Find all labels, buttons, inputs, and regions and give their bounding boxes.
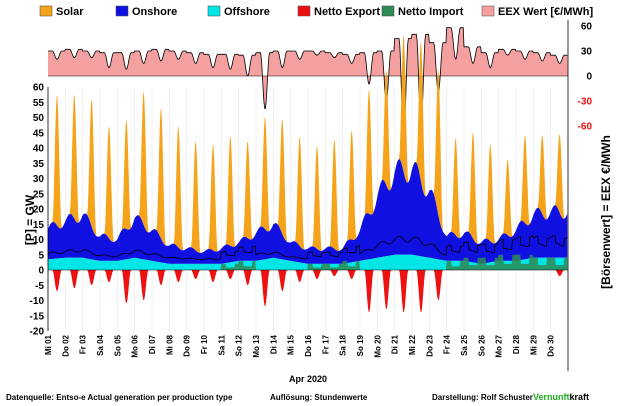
legend-label: Onshore — [132, 6, 177, 18]
x-tick-label: Sa 25 — [460, 334, 469, 355]
x-tick-label: Mi 15 — [287, 334, 296, 355]
x-tick-label: Do 02 — [61, 334, 70, 356]
right-tick-label: -30 — [578, 97, 593, 108]
left-tick-label: -20 — [30, 327, 45, 338]
x-tick-label: Do 30 — [547, 334, 556, 356]
x-tick-label: Do 23 — [425, 334, 434, 356]
x-tick-label: Mo 06 — [131, 334, 140, 357]
x-tick-label: So 26 — [477, 334, 486, 356]
x-tick-label: Fr 17 — [321, 334, 330, 354]
eex-panel — [48, 27, 568, 138]
left-tick-label: 55 — [33, 98, 45, 109]
left-tick-label: -10 — [30, 296, 45, 307]
netto-line — [47, 234, 568, 261]
left-tick-label: 10 — [33, 235, 45, 246]
x-tick-label: Fr 03 — [79, 334, 88, 354]
left-tick-label: 5 — [38, 250, 44, 261]
footer-source: Datenquelle: Entso-e Actual generation p… — [6, 393, 233, 402]
x-tick-label: Mi 29 — [529, 334, 538, 355]
x-tick-label: Di 21 — [391, 334, 400, 354]
x-tick-label: Mo 20 — [373, 334, 382, 357]
x-tick-label: Do 09 — [183, 334, 192, 356]
power-areas — [47, 35, 568, 313]
area-netto-export — [48, 270, 568, 313]
x-tick-label: Di 14 — [269, 334, 278, 354]
right-tick-label: 0 — [586, 72, 592, 83]
legend-swatch — [207, 5, 221, 17]
x-tick-label: Mo 13 — [252, 334, 261, 357]
right-axis-ticks: 60 30 0 -30 -60 — [578, 22, 593, 133]
right-tick-label: 60 — [581, 22, 593, 33]
right-axis-title: [Börsenwert] = EEX €/MWh — [599, 135, 613, 289]
left-tick-label: 0 — [38, 266, 44, 277]
left-tick-label: 45 — [33, 128, 45, 139]
legend-label: Offshore — [224, 6, 270, 18]
legend-swatch — [297, 5, 311, 17]
x-tick-label: Sa 04 — [96, 334, 105, 355]
x-tick-label: So 19 — [356, 334, 365, 356]
x-tick-label: Mi 08 — [165, 334, 174, 355]
right-tick-label: -60 — [578, 122, 593, 133]
axes — [47, 20, 569, 371]
legend-swatch — [481, 5, 495, 17]
x-tick-label: So 05 — [113, 334, 122, 356]
legend-label: Netto Export — [314, 6, 380, 18]
eex-line — [48, 27, 568, 138]
left-tick-label: 35 — [33, 159, 45, 170]
left-tick-label: 50 — [33, 113, 45, 124]
left-tick-label: -15 — [30, 311, 45, 322]
legend-label: EEX Wert [€/MWh] — [498, 6, 593, 18]
x-tick-label: Fr 24 — [443, 334, 452, 354]
footer-brand-a: Vernunft — [533, 392, 570, 402]
left-axis-title: [P] = GW — [23, 194, 37, 245]
x-tick-label: Fr 10 — [200, 334, 209, 354]
legend-swatch — [115, 5, 129, 17]
footer-author: Darstellung: Rolf Schuster — [432, 393, 533, 402]
left-tick-label: 40 — [33, 144, 45, 155]
x-tick-label: So 12 — [235, 334, 244, 356]
x-axis-ticks: Mi 01 Do 02 Fr 03 Sa 04 So 05 Mo 06 Di 07 Mi 08… — [44, 334, 556, 357]
area-onshore — [48, 159, 568, 264]
left-tick-label: 25 — [33, 189, 45, 200]
x-tick-label: Mi 01 — [44, 334, 53, 355]
area-offshore — [48, 254, 568, 270]
x-tick-label: Do 16 — [304, 334, 313, 356]
legend-swatch — [381, 5, 395, 17]
x-tick-label: Di 28 — [512, 334, 521, 354]
left-tick-label: 60 — [33, 83, 45, 94]
left-tick-label: 30 — [33, 174, 45, 185]
legend: Solar Onshore Offshore Netto Export Netto Im… — [39, 5, 593, 18]
footer-brand: Vernunftkraft — [533, 392, 589, 402]
area-solar — [48, 35, 568, 253]
legend-swatch — [39, 5, 53, 17]
x-axis-month-label: Apr 2020 — [289, 374, 327, 384]
left-tick-label: -5 — [35, 281, 44, 292]
x-tick-label: Sa 11 — [217, 334, 226, 355]
legend-label: Solar — [56, 6, 84, 18]
x-tick-label: Mo 27 — [495, 334, 504, 357]
left-tick-label: 20 — [33, 205, 45, 216]
x-tick-label: Mi 22 — [408, 334, 417, 355]
legend-label: Netto Import — [398, 6, 464, 18]
right-tick-label: 30 — [581, 47, 593, 58]
left-tick-label: 15 — [33, 220, 45, 231]
footer-resolution: Auflösung: Stundenwerte — [270, 393, 368, 402]
footer-brand-b: kraft — [570, 392, 590, 402]
area-netto-import — [48, 254, 568, 270]
x-tick-label: Di 07 — [148, 334, 157, 354]
x-tick-label: Sa 18 — [339, 334, 348, 355]
